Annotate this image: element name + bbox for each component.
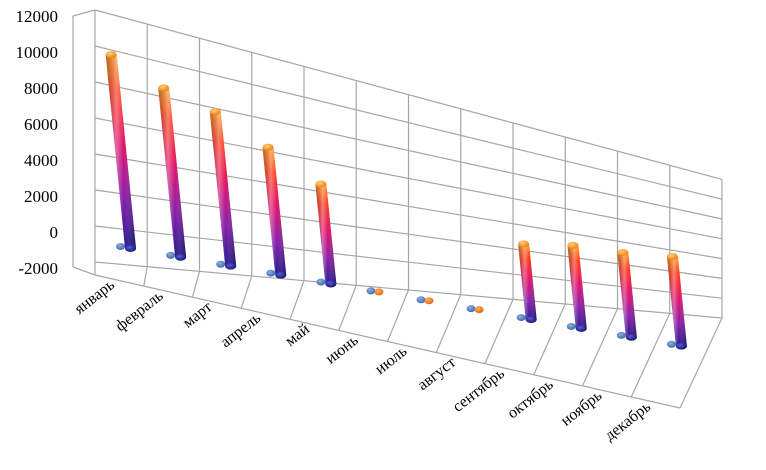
floor-line	[533, 303, 566, 375]
bar-shading	[666, 256, 687, 349]
x-tick-label: июль	[372, 343, 410, 378]
series1-point	[166, 251, 176, 259]
x-tick-label: январь	[71, 276, 117, 318]
series1-point	[366, 287, 376, 295]
y-tick-label: 2000	[24, 187, 58, 206]
x-tick-label: август	[414, 354, 459, 394]
series1-point	[516, 314, 526, 322]
series1-point	[466, 305, 476, 313]
bar-base	[275, 271, 287, 279]
bar-base	[325, 280, 337, 288]
y-tick-label: 8000	[24, 79, 58, 98]
x-tick-label: декабрь	[602, 398, 654, 444]
bar-base	[225, 262, 237, 270]
x-tick-label: сентябрь	[450, 365, 508, 416]
y-tick-label: 10000	[16, 43, 59, 62]
grid	[72, 9, 723, 409]
bar-base	[625, 333, 637, 341]
bar-base	[125, 245, 137, 252]
floor-line	[630, 313, 671, 398]
series1-point	[266, 269, 276, 277]
bar-base	[575, 325, 587, 332]
bar-shading	[518, 243, 537, 323]
floor-line	[240, 275, 253, 309]
bar-shading	[315, 183, 337, 287]
floor-line	[289, 280, 305, 320]
y-axis-ticks: 12000 10000 8000 6000 4000 2000 0 -2000	[16, 7, 59, 278]
floor-left-edge	[72, 266, 96, 276]
x-tick-label: май	[282, 320, 313, 349]
bar-shading	[262, 147, 287, 278]
y-tick-label: 4000	[24, 151, 58, 170]
floor-front-edge	[94, 274, 681, 409]
x-tick-label: апрель	[217, 310, 264, 352]
floor-line	[386, 289, 410, 342]
bar-top	[158, 84, 170, 92]
bar-top	[617, 249, 629, 256]
bar-top	[666, 253, 678, 260]
floor-line	[143, 266, 148, 287]
bar-base	[175, 253, 187, 261]
x-tick-label: март	[180, 298, 216, 331]
series1-point	[316, 278, 326, 286]
series1-point	[616, 331, 626, 339]
bar-top	[518, 240, 530, 248]
x-tick-label: февраль	[112, 287, 166, 335]
series1-point	[666, 340, 676, 348]
floor-line	[191, 271, 201, 298]
bar-shading	[209, 111, 237, 269]
y-tick-label: -2000	[18, 259, 58, 278]
x-tick-label: октябрь	[504, 376, 556, 422]
left-wall-top	[72, 9, 96, 17]
y-tick-label: 12000	[16, 7, 59, 26]
y-tick-label: 0	[50, 223, 59, 242]
bar-base	[525, 316, 537, 324]
bar-top	[209, 108, 221, 116]
series2-point	[474, 306, 484, 314]
floor-line	[679, 317, 723, 409]
series2-point	[424, 297, 434, 305]
floor-line	[435, 294, 462, 353]
bar-shading	[158, 87, 187, 261]
y-tick-label: 6000	[24, 115, 58, 134]
series2-point	[374, 288, 384, 296]
bar-shading	[105, 54, 137, 252]
series1-point	[416, 296, 426, 304]
floor-line	[484, 299, 514, 364]
bar-top	[262, 143, 274, 151]
series1-point	[566, 322, 576, 330]
bars	[105, 51, 687, 350]
bar-top	[567, 241, 579, 249]
series1-point	[116, 242, 126, 250]
series1-point	[216, 260, 226, 268]
bar-top	[105, 51, 117, 58]
bar-top	[315, 180, 327, 188]
bar-shading	[567, 245, 587, 332]
floor-line	[581, 308, 619, 387]
x-tick-label: ноябрь	[558, 387, 606, 429]
x-tick-label: июнь	[322, 332, 361, 368]
floor-line	[338, 285, 357, 331]
bar-shading	[617, 252, 637, 341]
bar-base	[675, 342, 687, 350]
